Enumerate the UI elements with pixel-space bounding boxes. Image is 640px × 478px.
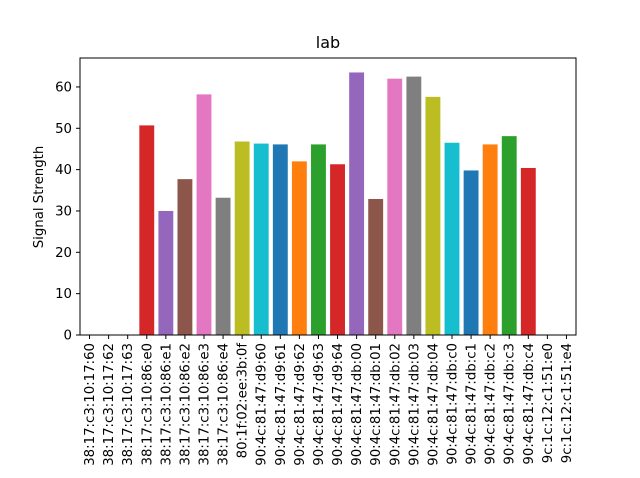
x-tick-label: 90:4c:81:47:d9:62	[293, 343, 308, 466]
y-tick-label: 30	[55, 204, 72, 219]
y-tick-label: 40	[55, 163, 72, 178]
bar	[349, 72, 365, 335]
x-tick-label: 90:4c:81:47:d9:63	[312, 343, 327, 466]
bar	[482, 144, 498, 335]
bars-group	[139, 72, 536, 336]
plot-frame	[79, 57, 577, 336]
x-tick-label: 90:4c:81:47:d9:60	[255, 343, 270, 466]
x-tick-label: 90:4c:81:47:db:00	[350, 343, 365, 466]
x-tick-label: 38:17:c3:10:17:63	[121, 343, 136, 466]
y-tick-label: 0	[64, 329, 72, 344]
x-tick-label: 90:4c:81:47:db:c1	[465, 343, 480, 465]
x-tick-label: 90:4c:81:47:db:04	[426, 343, 441, 466]
x-tick-label: 38:17:c3:10:86:e3	[198, 343, 213, 466]
bar	[368, 198, 384, 335]
x-tick-label: 90:4c:81:47:d9:61	[274, 343, 289, 466]
y-tick-label: 20	[55, 246, 72, 261]
bar	[444, 142, 460, 335]
x-tick-label: 90:4c:81:47:db:c3	[503, 343, 518, 465]
x-tick-label: 90:4c:81:47:db:c2	[484, 343, 499, 465]
x-tick-label: 90:4c:81:47:d9:64	[331, 343, 346, 466]
bar	[253, 143, 269, 335]
bar	[291, 161, 307, 335]
x-tick-label: 38:17:c3:10:86:e1	[159, 343, 174, 466]
bar	[272, 144, 288, 335]
bar	[139, 125, 155, 335]
x-tick-label: 9c:1c:12:c1:51:e4	[560, 343, 575, 463]
x-tick-label: 90:4c:81:47:db:01	[369, 343, 384, 466]
bar	[425, 96, 441, 335]
x-tick-label: 38:17:c3:10:86:e2	[178, 343, 193, 466]
bar	[501, 136, 517, 335]
bar	[520, 167, 536, 335]
x-tick-label: 90:4c:81:47:db:02	[388, 343, 403, 466]
bar	[215, 197, 231, 335]
bar	[177, 179, 193, 335]
bar	[463, 170, 479, 335]
bar	[387, 78, 403, 336]
y-tick-label: 60	[55, 80, 72, 95]
bar	[234, 141, 250, 335]
x-tick-label: 90:4c:81:47:db:03	[407, 343, 422, 466]
x-tick-label: 90:4c:81:47:db:c4	[522, 343, 537, 465]
x-tick-label: 38:17:c3:10:17:60	[83, 343, 98, 466]
x-tick-label: 38:17:c3:10:86:e0	[140, 343, 155, 466]
x-tick-label: 9c:1c:12:c1:51:e0	[541, 343, 556, 463]
bar	[311, 144, 326, 335]
y-axis: 0 10 20 30 40 50 60	[55, 80, 80, 344]
x-tick-label: 90:4c:81:47:db:c0	[446, 343, 461, 465]
y-tick-label: 50	[55, 122, 72, 137]
x-axis: 38:17:c3:10:17:60 38:17:c3:10:17:62 38:17:…	[83, 335, 575, 466]
bar	[196, 94, 212, 335]
chart-title: lab	[316, 33, 340, 52]
x-tick-label: 80:1f:02:ee:3b:0f	[236, 343, 251, 459]
bar	[406, 76, 422, 335]
bar	[158, 210, 174, 335]
bar	[330, 164, 345, 335]
y-axis-label: Signal Strength	[32, 146, 47, 249]
x-tick-label: 38:17:c3:10:17:62	[102, 343, 117, 466]
x-tick-label: 38:17:c3:10:86:e4	[217, 343, 232, 466]
y-tick-label: 10	[55, 287, 72, 302]
